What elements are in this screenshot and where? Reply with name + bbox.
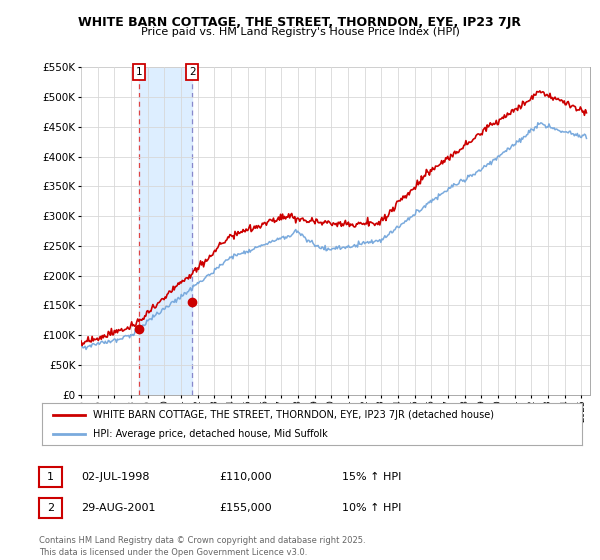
Text: Price paid vs. HM Land Registry's House Price Index (HPI): Price paid vs. HM Land Registry's House … (140, 27, 460, 37)
Bar (139, 67, 192, 395)
Text: HPI: Average price, detached house, Mid Suffolk: HPI: Average price, detached house, Mid … (94, 429, 328, 439)
Text: Contains HM Land Registry data © Crown copyright and database right 2025.
This d: Contains HM Land Registry data © Crown c… (39, 536, 365, 557)
Text: 1: 1 (136, 67, 143, 77)
Text: 10% ↑ HPI: 10% ↑ HPI (342, 503, 401, 513)
Text: 29-AUG-2001: 29-AUG-2001 (81, 503, 155, 513)
Text: 2: 2 (47, 503, 54, 513)
Text: 2: 2 (189, 67, 196, 77)
Text: WHITE BARN COTTAGE, THE STREET, THORNDON, EYE, IP23 7JR (detached house): WHITE BARN COTTAGE, THE STREET, THORNDON… (94, 409, 494, 419)
Text: 1: 1 (47, 472, 54, 482)
Text: 15% ↑ HPI: 15% ↑ HPI (342, 472, 401, 482)
Text: 02-JUL-1998: 02-JUL-1998 (81, 472, 149, 482)
Text: WHITE BARN COTTAGE, THE STREET, THORNDON, EYE, IP23 7JR: WHITE BARN COTTAGE, THE STREET, THORNDON… (79, 16, 521, 29)
Text: £110,000: £110,000 (219, 472, 272, 482)
Text: £155,000: £155,000 (219, 503, 272, 513)
